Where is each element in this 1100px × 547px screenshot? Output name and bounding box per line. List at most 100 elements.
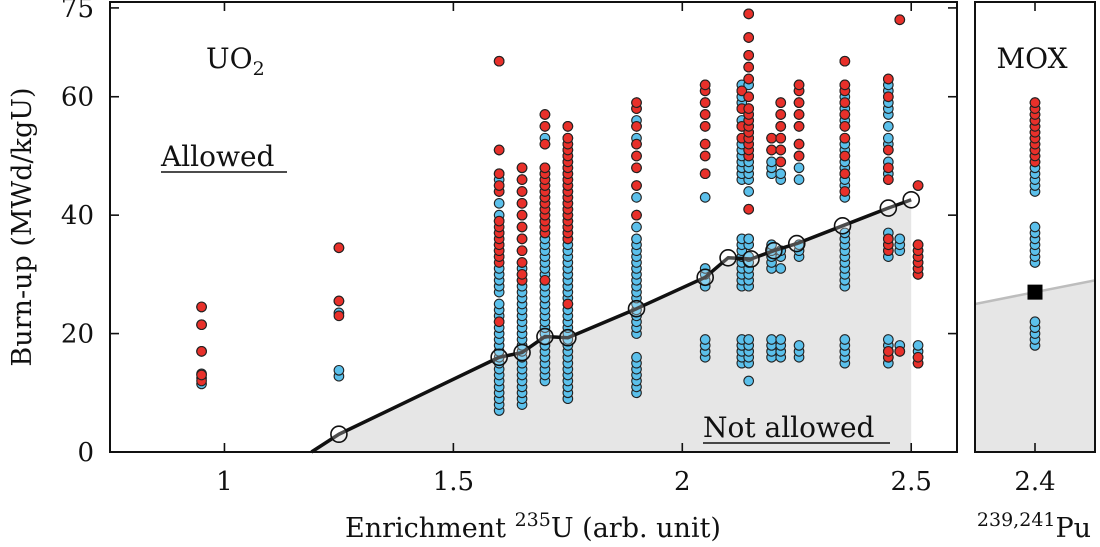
blue-data-point xyxy=(894,233,906,245)
red-data-point xyxy=(699,150,711,162)
limit-marker xyxy=(330,425,348,444)
limit-marker xyxy=(833,217,852,235)
red-data-point xyxy=(493,316,505,328)
red-data-point xyxy=(775,97,787,109)
red-data-point xyxy=(631,120,642,132)
limit-marker xyxy=(787,234,806,253)
red-data-point xyxy=(631,180,642,191)
y-tick-label: 20 xyxy=(61,320,94,350)
limit-marker xyxy=(765,241,783,260)
blue-data-point xyxy=(699,192,711,203)
red-data-point xyxy=(333,310,345,322)
blue-data-point xyxy=(793,340,805,351)
red-data-point xyxy=(516,186,528,197)
x-axis-title: Enrichment 235U (arb. unit) xyxy=(345,509,721,544)
red-data-point xyxy=(631,97,642,109)
red-data-point xyxy=(699,79,711,91)
red-data-point xyxy=(766,132,777,144)
main-panel: 1 1.5 2 2.5 0 20 40 60 75 UO2 Allowed Not allow… xyxy=(7,0,958,544)
limit-marker xyxy=(696,268,714,287)
red-data-point xyxy=(631,209,642,221)
red-data-point xyxy=(539,274,551,286)
red-data-point xyxy=(562,120,574,132)
main-plot-frame xyxy=(109,1,958,453)
red-data-point xyxy=(775,132,787,144)
red-data-point xyxy=(839,109,851,120)
red-data-point xyxy=(196,301,207,313)
blue-data-point xyxy=(766,334,777,345)
red-data-point xyxy=(912,351,924,363)
limit-marker xyxy=(536,327,554,346)
red-data-point xyxy=(539,162,551,174)
red-data-point xyxy=(631,138,642,150)
red-data-point xyxy=(333,242,345,254)
y-tick-label: 0 xyxy=(77,438,94,468)
red-data-point xyxy=(516,162,528,174)
red-data-point xyxy=(894,345,906,357)
red-data-point xyxy=(743,73,755,85)
red-data-point xyxy=(793,120,805,132)
x-tick-label: 1.5 xyxy=(433,467,474,497)
red-data-point xyxy=(912,239,924,251)
mox-data-points xyxy=(1029,97,1041,351)
allowed-label: Allowed xyxy=(160,140,275,173)
red-data-point xyxy=(539,120,551,132)
blue-data-point xyxy=(743,375,755,387)
mox-blue-data-point xyxy=(1029,221,1041,233)
mox-not-allowed-region xyxy=(975,280,1095,452)
red-data-point xyxy=(743,91,755,103)
main-x-ticks: 1 1.5 2 2.5 xyxy=(216,2,932,497)
blue-data-point xyxy=(882,132,894,144)
red-data-point xyxy=(699,120,711,132)
mox-panel: 2.4 MOX 239,241Pu xyxy=(974,1,1096,544)
main-data-points xyxy=(196,8,924,416)
red-data-point xyxy=(793,109,805,120)
red-data-point xyxy=(839,120,851,132)
main-y-ticks: 0 20 40 60 75 xyxy=(61,0,957,468)
blue-data-point xyxy=(493,197,505,209)
red-data-point xyxy=(516,209,528,221)
red-data-point xyxy=(775,156,787,168)
red-data-point xyxy=(699,168,711,180)
limit-marker xyxy=(879,199,898,217)
red-data-point xyxy=(775,144,787,156)
red-data-point xyxy=(196,345,207,357)
red-data-point xyxy=(333,295,345,307)
not-allowed-label: Not allowed xyxy=(703,411,875,444)
red-data-point xyxy=(493,55,505,67)
blue-data-point xyxy=(743,186,755,197)
red-data-point xyxy=(631,150,642,162)
blue-data-point xyxy=(882,334,894,345)
red-data-point xyxy=(562,132,574,144)
blue-data-point xyxy=(882,120,894,132)
red-data-point xyxy=(516,233,528,245)
red-data-point xyxy=(743,32,755,43)
red-data-point xyxy=(882,91,894,103)
red-data-point xyxy=(493,168,505,180)
red-data-point xyxy=(882,233,894,245)
red-data-point xyxy=(743,103,755,114)
red-data-point xyxy=(196,319,207,331)
not-allowed-region xyxy=(311,199,912,452)
red-data-point xyxy=(839,79,851,91)
red-data-point xyxy=(793,79,805,91)
blue-data-point xyxy=(793,162,805,174)
x-tick-label: 2 xyxy=(674,467,691,497)
red-data-point xyxy=(736,85,748,97)
limit-marker xyxy=(627,299,646,318)
limit-marker xyxy=(490,348,508,367)
blue-data-point xyxy=(493,298,505,310)
red-data-point xyxy=(882,162,894,174)
blue-data-point xyxy=(631,233,642,245)
mox-limit-marker xyxy=(1027,284,1043,300)
red-data-point xyxy=(743,8,755,20)
red-data-point xyxy=(894,14,906,26)
red-data-point xyxy=(882,73,894,85)
red-data-point xyxy=(516,221,528,233)
mox-red-data-point xyxy=(1029,97,1041,109)
red-data-point xyxy=(516,174,528,185)
red-data-point xyxy=(766,144,777,156)
red-data-point xyxy=(793,150,805,162)
y-axis-title: Burn-up (MWd/kgU) xyxy=(7,87,38,366)
